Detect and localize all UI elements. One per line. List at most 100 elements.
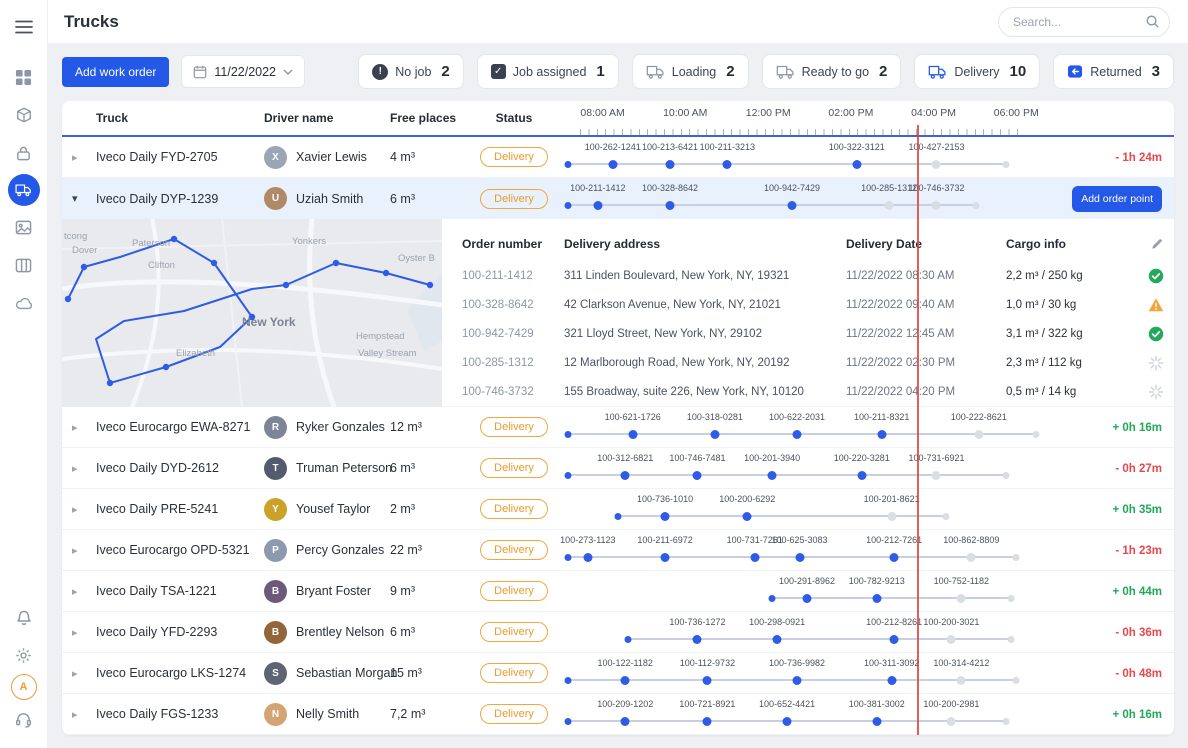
- add-order-point-button[interactable]: Add order point: [1072, 185, 1162, 212]
- support-icon[interactable]: [7, 702, 41, 736]
- truck-row[interactable]: Iveco Eurocargo LKS-1274 S Sebastian Mor…: [62, 653, 1174, 694]
- order-point[interactable]: [772, 634, 782, 644]
- order-point[interactable]: [742, 511, 752, 521]
- order-point[interactable]: [722, 159, 732, 169]
- cloud-icon[interactable]: [7, 286, 41, 320]
- order-point[interactable]: [787, 200, 797, 210]
- truck-row[interactable]: Iveco Daily DYD-2612 T Truman Peterson 6…: [62, 448, 1174, 489]
- timeline-track: 100-312-6821 100-746-7481 100-201-3940 100-…: [558, 448, 1056, 488]
- order-point[interactable]: [889, 634, 899, 644]
- order-point[interactable]: [660, 511, 670, 521]
- expand-caret-icon[interactable]: [70, 151, 96, 164]
- expand-caret-icon[interactable]: [70, 503, 96, 516]
- add-work-order-button[interactable]: Add work order: [62, 56, 170, 87]
- filter-chip-returned[interactable]: Returned 3: [1053, 54, 1174, 89]
- order-point[interactable]: [931, 159, 941, 169]
- order-detail-row[interactable]: 100-211-1412 311 Linden Boulevard, New Y…: [462, 261, 1164, 290]
- notifications-icon[interactable]: [7, 600, 41, 634]
- search-input[interactable]: [998, 6, 1170, 37]
- order-point[interactable]: [710, 429, 720, 439]
- order-point[interactable]: [795, 552, 805, 562]
- order-point[interactable]: [889, 552, 899, 562]
- order-point[interactable]: [692, 470, 702, 480]
- order-point[interactable]: [872, 593, 882, 603]
- settings-icon[interactable]: [7, 638, 41, 672]
- order-point[interactable]: [702, 675, 712, 685]
- order-point[interactable]: [887, 675, 897, 685]
- order-point[interactable]: [665, 200, 675, 210]
- order-point[interactable]: [946, 716, 956, 726]
- order-point[interactable]: [802, 593, 812, 603]
- filter-chip-no-job[interactable]: ! No job 2: [358, 54, 464, 89]
- truck-row[interactable]: Iveco Eurocargo OPD-5321 P Percy Gonzale…: [62, 530, 1174, 571]
- truck-row[interactable]: Iveco Daily YFD-2293 B Brentley Nelson 6…: [62, 612, 1174, 653]
- expand-caret-icon[interactable]: [70, 585, 96, 598]
- order-point[interactable]: [620, 716, 630, 726]
- trucks-icon[interactable]: [7, 174, 40, 206]
- driver-name: Ryker Gonzales: [296, 420, 385, 434]
- map-place-label: Valley Stream: [358, 348, 417, 359]
- search-icon[interactable]: [1145, 14, 1160, 34]
- order-point[interactable]: [966, 552, 976, 562]
- order-point[interactable]: [872, 716, 882, 726]
- media-icon[interactable]: [7, 210, 41, 244]
- truck-row[interactable]: Iveco Daily TSA-1221 B Bryant Foster 9 m…: [62, 571, 1174, 612]
- edit-icon[interactable]: [1138, 237, 1164, 251]
- order-point[interactable]: [767, 470, 777, 480]
- order-detail-row[interactable]: 100-942-7429 321 Lloyd Street, New York,…: [462, 319, 1164, 348]
- order-point[interactable]: [887, 511, 897, 521]
- order-point[interactable]: [660, 552, 670, 562]
- date-picker[interactable]: 11/22/2022: [181, 55, 306, 88]
- order-point[interactable]: [608, 159, 618, 169]
- filter-chip-ready-to-go[interactable]: Ready to go 2: [761, 54, 902, 89]
- order-point[interactable]: [946, 634, 956, 644]
- expand-caret-icon[interactable]: [70, 462, 96, 475]
- expand-caret-icon[interactable]: [70, 544, 96, 557]
- order-point[interactable]: [931, 200, 941, 210]
- order-point[interactable]: [852, 159, 862, 169]
- order-point[interactable]: [877, 429, 887, 439]
- vault-icon[interactable]: [7, 136, 41, 170]
- order-point[interactable]: [857, 470, 867, 480]
- order-detail-row[interactable]: 100-746-3732 155 Broadway, suite 226, Ne…: [462, 377, 1164, 406]
- user-avatar[interactable]: A: [10, 674, 37, 700]
- expand-caret-icon[interactable]: [70, 626, 96, 639]
- expand-caret-icon[interactable]: [70, 192, 96, 205]
- status-cell: Delivery: [470, 663, 558, 683]
- order-point[interactable]: [593, 200, 603, 210]
- dashboard-icon[interactable]: [7, 60, 41, 94]
- order-point[interactable]: [931, 470, 941, 480]
- order-point[interactable]: [956, 593, 966, 603]
- order-point[interactable]: [750, 552, 760, 562]
- order-point[interactable]: [665, 159, 675, 169]
- order-point[interactable]: [792, 429, 802, 439]
- order-point[interactable]: [884, 200, 894, 210]
- filter-chip-job-assigned[interactable]: ✓ Job assigned 1: [476, 54, 619, 89]
- expand-caret-icon[interactable]: [70, 708, 96, 721]
- order-point[interactable]: [620, 470, 630, 480]
- order-point[interactable]: [702, 716, 712, 726]
- expand-caret-icon[interactable]: [70, 421, 96, 434]
- expand-caret-icon[interactable]: [70, 667, 96, 680]
- table-icon[interactable]: [7, 248, 41, 282]
- truck-row[interactable]: Iveco Daily FGS-1233 N Nelly Smith 7,2 m…: [62, 694, 1174, 735]
- order-detail-row[interactable]: 100-328-8642 42 Clarkson Avenue, New Yor…: [462, 290, 1164, 319]
- truck-row[interactable]: Iveco Daily FYD-2705 X Xavier Lewis 4 m³…: [62, 137, 1174, 178]
- truck-row[interactable]: Iveco Eurocargo EWA-8271 R Ryker Gonzale…: [62, 407, 1174, 448]
- order-point[interactable]: [583, 552, 593, 562]
- packages-icon[interactable]: [7, 98, 41, 132]
- order-detail-row[interactable]: 100-285-1312 12 Marlborough Road, New Yo…: [462, 348, 1164, 377]
- filter-chip-delivery[interactable]: Delivery 10: [914, 54, 1041, 89]
- order-point[interactable]: [956, 675, 966, 685]
- filter-chip-loading[interactable]: Loading 2: [631, 54, 749, 89]
- menu-icon[interactable]: [7, 10, 41, 44]
- route-map[interactable]: tcong Dover Paterson Yonkers Clifton Oyster B…: [62, 219, 442, 407]
- truck-row[interactable]: Iveco Daily PRE-5241 Y Yousef Taylor 2 m…: [62, 489, 1174, 530]
- order-point[interactable]: [974, 429, 984, 439]
- truck-row[interactable]: Iveco Daily DYP-1239 U Uziah Smith 6 m³ …: [62, 178, 1174, 219]
- order-point[interactable]: [792, 675, 802, 685]
- order-point[interactable]: [628, 429, 638, 439]
- order-point[interactable]: [620, 675, 630, 685]
- order-point[interactable]: [692, 634, 702, 644]
- order-point[interactable]: [782, 716, 792, 726]
